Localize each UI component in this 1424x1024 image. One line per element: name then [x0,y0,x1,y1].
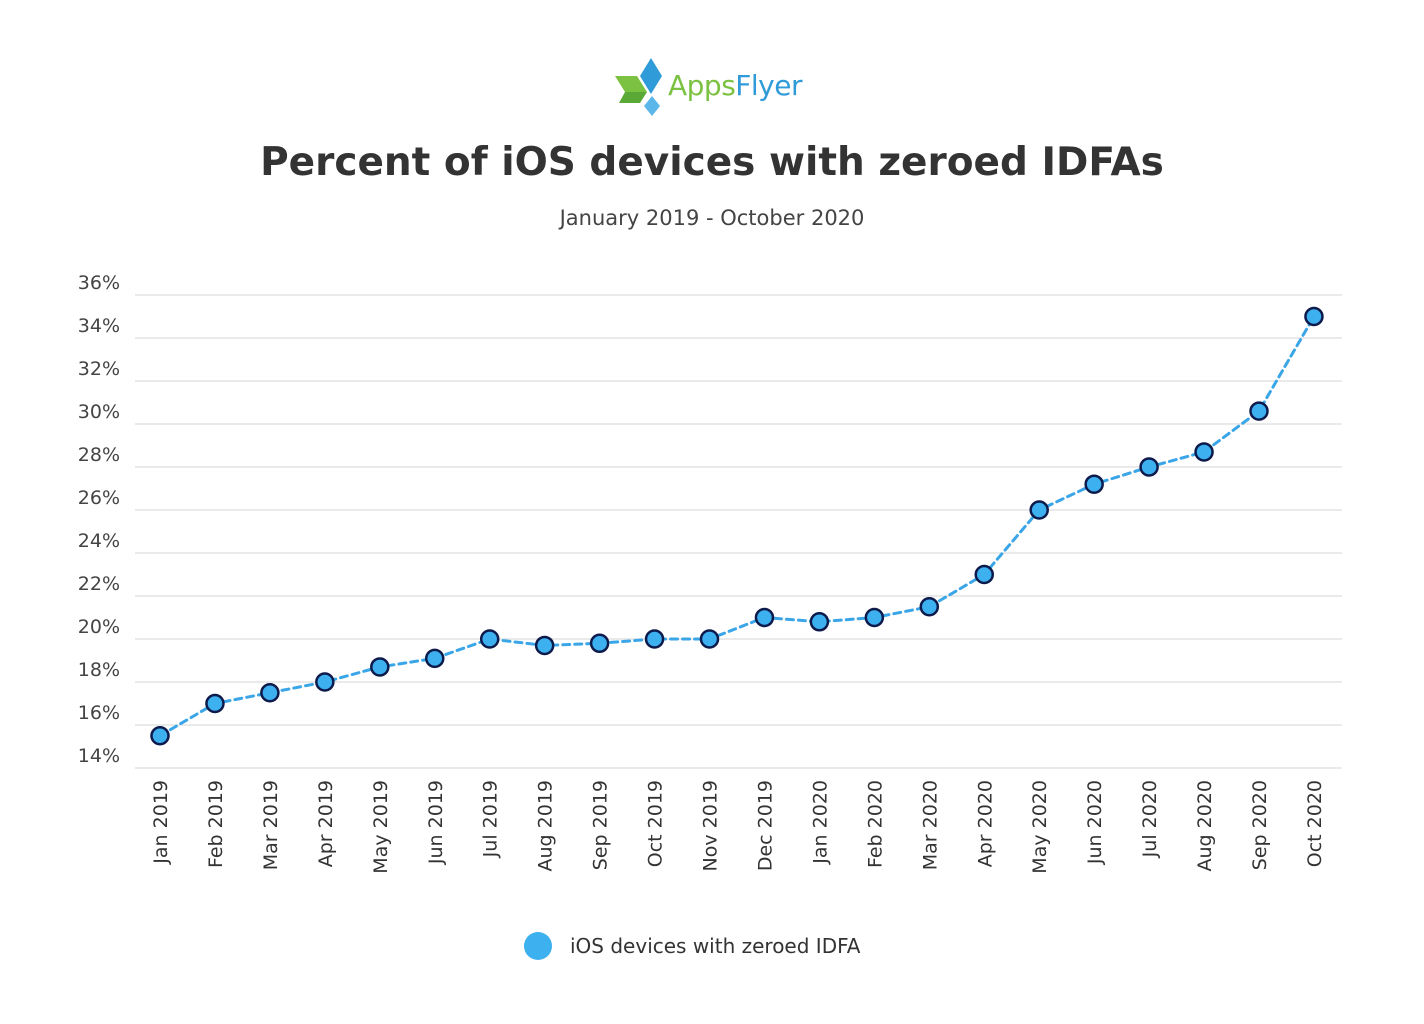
x-tick-label: Dec 2019 [754,780,776,871]
y-tick-label: 30% [78,401,120,423]
data-point [974,564,994,585]
x-tick-label: Jun 2019 [425,780,447,865]
x-tick-label: May 2020 [1029,780,1051,874]
data-point [150,726,170,746]
x-tick-label: Mar 2020 [919,780,941,870]
y-tick-label: 24% [78,530,120,552]
x-tick-label: Sep 2020 [1249,780,1271,870]
data-point [699,629,720,649]
x-tick-label: Jan 2020 [809,780,831,865]
y-tick-label: 16% [78,702,120,724]
x-tick-label: Feb 2020 [864,780,886,868]
legend-marker [524,932,552,960]
x-tick-label: Apr 2019 [315,780,337,867]
y-tick-label: 26% [78,487,120,509]
data-point [315,672,335,692]
y-tick-label: 18% [78,659,120,681]
data-point [1029,500,1049,520]
y-tick-label: 28% [78,444,120,466]
data-point [370,657,390,677]
x-tick-label: Apr 2020 [974,780,996,867]
data-point [1249,401,1269,421]
data-point [1084,474,1104,494]
data-point [919,597,940,617]
data-point [754,607,775,628]
legend-label: iOS devices with zeroed IDFA [570,934,861,958]
y-tick-label: 32% [78,358,120,380]
y-tick-label: 36% [78,272,120,294]
y-tick-label: 22% [78,573,120,595]
x-tick-label: May 2019 [370,780,392,874]
data-point [534,635,555,656]
logo-text-apps: Apps [668,69,736,102]
x-tick-label: Sep 2019 [590,780,612,870]
data-point [260,683,280,703]
x-tick-label: Mar 2019 [260,780,282,870]
chart-title: Percent of iOS devices with zeroed IDFAs [260,140,1164,185]
x-tick-label: Nov 2019 [700,780,722,871]
data-point [644,629,665,649]
appsflyer-wordmark: AppsFlyer [668,72,802,100]
series-line [158,315,1316,738]
x-tick-label: Jan 2019 [150,780,172,865]
logo-text-flyer: Flyer [735,69,802,102]
data-point [1139,457,1159,477]
chart-legend: iOS devices with zeroed IDFA [524,930,860,962]
y-tick-label: 20% [78,616,120,638]
data-point [1194,442,1214,462]
y-tick-label: 34% [78,315,120,337]
x-tick-label: Aug 2020 [1194,780,1216,872]
chart-subtitle: January 2019 - October 2020 [559,206,865,230]
appsflyer-logo: AppsFlyer [610,56,830,122]
x-tick-label: Jun 2020 [1084,780,1106,865]
y-tick-label: 14% [78,745,120,767]
x-tick-label: Feb 2019 [205,780,227,868]
x-tick-label: Jul 2020 [1139,780,1161,858]
data-point [589,633,610,654]
data-point [425,648,445,669]
x-tick-label: Jul 2019 [480,780,502,858]
data-point [479,629,500,649]
data-point [864,607,885,628]
x-tick-label: Oct 2020 [1304,780,1326,867]
appsflyer-logo-icon [615,58,662,116]
x-tick-label: Oct 2019 [645,780,667,867]
data-point [1304,306,1324,327]
data-point [205,693,225,714]
data-point [809,612,830,632]
x-tick-label: Aug 2019 [535,780,557,872]
